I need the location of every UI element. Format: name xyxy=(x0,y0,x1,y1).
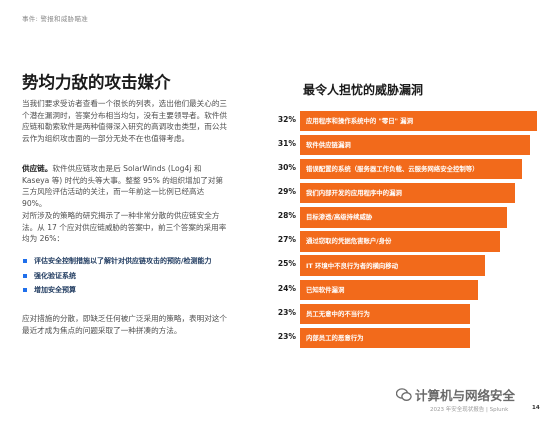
list-item-text: 评估安全控制措施以了解针对供应链攻击的预防/检测能力 xyxy=(34,257,212,265)
bar-row: 27% 通过窃取的凭据危害账户/身份 xyxy=(262,231,532,252)
bar-category-label: 通过窃取的凭据危害账户/身份 xyxy=(306,237,392,246)
bar-value-label: 32% xyxy=(277,115,296,124)
bar: 应用程序和操作系统中的 "零日" 漏洞 xyxy=(300,111,537,132)
bar-category-label: 软件供应链漏洞 xyxy=(306,141,351,150)
supply-chain-paragraph: 供应链。软件供应链攻击是后 SolarWinds (Log4j 和 Kaseya… xyxy=(22,163,228,209)
strategy-list: 评估安全控制措施以了解针对供应链攻击的预防/检测能力 强化验证系统 增加安全预算 xyxy=(22,256,228,300)
bar: 内部员工的恶意行为 xyxy=(300,327,470,348)
supply-chain-label: 供应链。 xyxy=(22,164,53,173)
closing-paragraph: 应对措施的分散，即缺乏任何被广泛采用的策略，表明对这个最近才成为焦点的问题采取了… xyxy=(22,314,228,335)
strategy-paragraph: 对所涉及的策略的研究揭示了一种非常分散的供应链安全方法。从 17 个应对供应链威… xyxy=(22,211,227,244)
bar-category-label: 员工无意中的不当行为 xyxy=(306,309,370,318)
bar-category-label: 我们内部开发的应用程序中的漏洞 xyxy=(306,189,402,198)
page-title: 势均力敌的攻击媒介 xyxy=(22,73,171,92)
bar-value-label: 23% xyxy=(277,331,296,341)
bullet-square-icon xyxy=(23,273,27,278)
bar-value-label: 30% xyxy=(277,163,296,173)
bar-category-label: 错误配置的系统（服务器工作负载、云服务网络安全控制等） xyxy=(306,165,479,174)
wechat-icon xyxy=(396,388,412,401)
bar-row: 25% IT 环境中不良行为者的横向移动 xyxy=(262,255,532,276)
wechat-watermark: 计算机与网络安全 xyxy=(396,385,515,404)
bar-value-label: 27% xyxy=(277,235,296,245)
breadcrumb: 事件: 警报和威胁瞄准 xyxy=(22,15,89,23)
bar: 错误配置的系统（服务器工作负载、云服务网络安全控制等） xyxy=(300,159,522,180)
page-number: 14 xyxy=(532,405,540,411)
list-item: 强化验证系统 xyxy=(22,271,228,282)
watermark-text: 计算机与网络安全 xyxy=(415,388,516,403)
bar-row: 23% 员工无意中的不当行为 xyxy=(262,303,532,324)
bar-row: 29% 我们内部开发的应用程序中的漏洞 xyxy=(262,183,532,204)
list-item: 评估安全控制措施以了解针对供应链攻击的预防/检测能力 xyxy=(22,256,228,267)
list-item-text: 强化验证系统 xyxy=(34,271,76,280)
bar-category-label: 已知软件漏洞 xyxy=(306,285,345,294)
bar: 员工无意中的不当行为 xyxy=(300,303,470,324)
bar-row: 24% 已知软件漏洞 xyxy=(262,279,532,300)
bar-category-label: IT 环境中不良行为者的横向移动 xyxy=(306,261,399,270)
bar: IT 环境中不良行为者的横向移动 xyxy=(300,255,485,276)
footer-text: 2023 年安全现状报告 | Splunk xyxy=(430,407,509,413)
bar-row: 23% 内部员工的恶意行为 xyxy=(262,327,532,348)
chart-title: 最令人担忧的威胁漏洞 xyxy=(303,83,424,97)
bar-category-label: 应用程序和操作系统中的 "零日" 漏洞 xyxy=(306,117,413,126)
bar-row: 32% 应用程序和操作系统中的 "零日" 漏洞 xyxy=(262,111,537,132)
supply-chain-text: 软件供应链攻击是后 SolarWinds (Log4j 和 Kaseya 等) … xyxy=(22,164,224,208)
bullet-square-icon xyxy=(23,259,27,263)
bar-value-label: 24% xyxy=(277,283,296,293)
bar: 已知软件漏洞 xyxy=(300,279,478,300)
bullet-square-icon xyxy=(23,288,27,292)
list-item-text: 增加安全预算 xyxy=(34,286,76,294)
bar-value-label: 28% xyxy=(277,211,296,221)
bar-row: 28% 目标渗透/高级持续威胁 xyxy=(262,207,532,228)
bar: 我们内部开发的应用程序中的漏洞 xyxy=(300,183,515,204)
bar-row: 30% 错误配置的系统（服务器工作负载、云服务网络安全控制等） xyxy=(262,159,532,180)
intro-paragraph: 当我们要求受访者查看一个很长的列表，选出他们最关心的三个潜在漏洞时，答案分布相当… xyxy=(22,99,228,143)
bar-row: 31% 软件供应链漏洞 xyxy=(262,135,532,156)
bar-value-label: 31% xyxy=(277,139,296,149)
bar-value-label: 29% xyxy=(277,187,296,197)
threat-bar-chart: 32% 应用程序和操作系统中的 "零日" 漏洞 31% 软件供应链漏洞 30% 错误配置的… xyxy=(262,111,537,352)
bar: 目标渗透/高级持续威胁 xyxy=(300,207,507,228)
bar-value-label: 23% xyxy=(277,307,296,317)
bar: 软件供应链漏洞 xyxy=(300,135,530,156)
bar-category-label: 目标渗透/高级持续威胁 xyxy=(306,213,373,222)
bar-category-label: 内部员工的恶意行为 xyxy=(306,333,364,342)
bar-value-label: 25% xyxy=(277,259,296,269)
bar: 通过窃取的凭据危害账户/身份 xyxy=(300,231,500,252)
list-item: 增加安全预算 xyxy=(22,285,228,296)
